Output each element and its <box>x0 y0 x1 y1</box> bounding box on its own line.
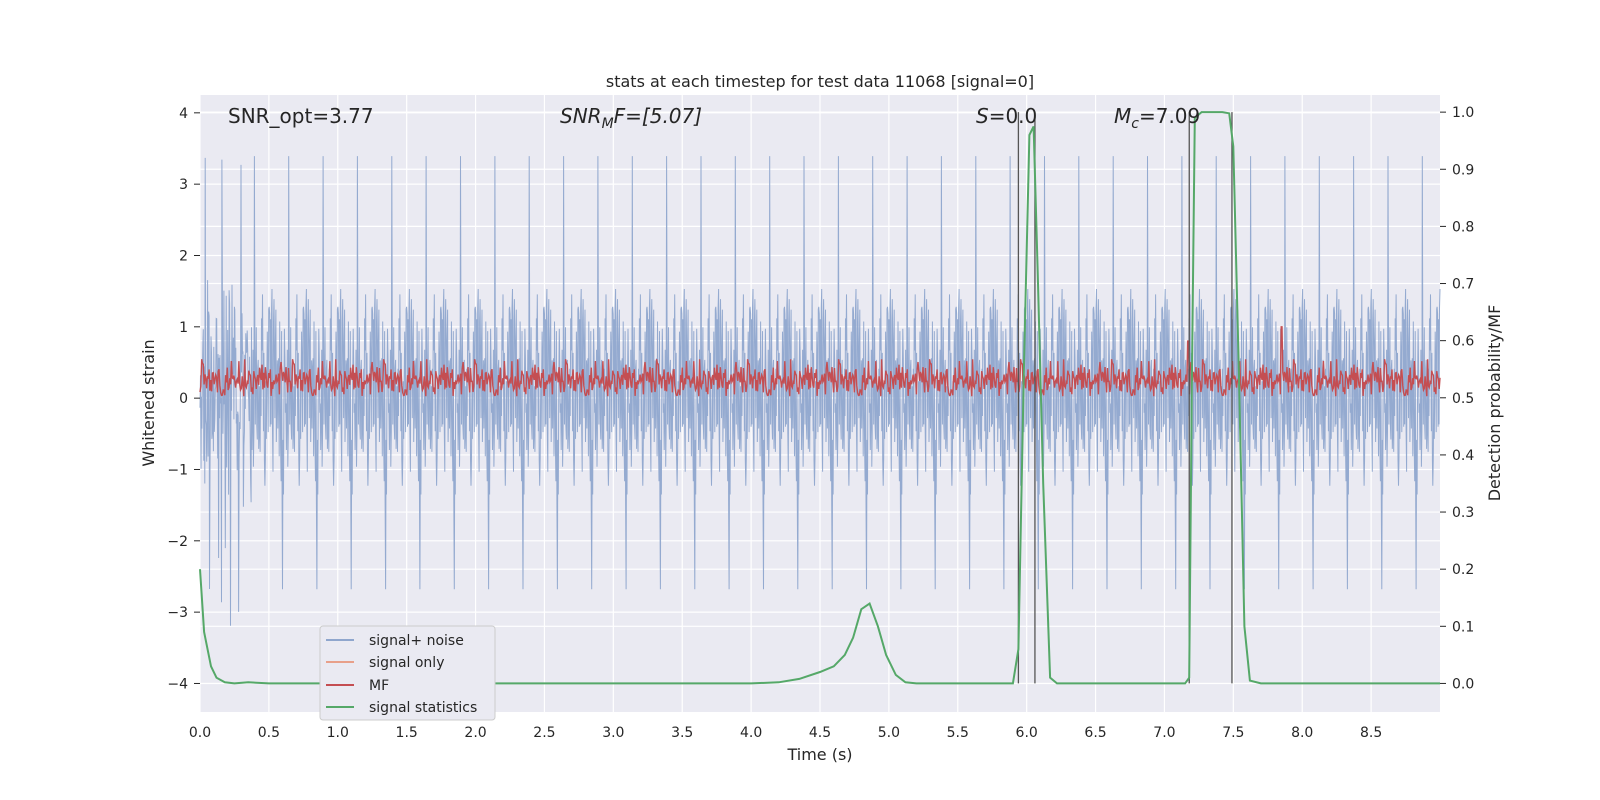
y-right-axis-ticks: 1.0 0.9 0.8 0.7 0.6 0.5 0.4 0.3 0.2 0.1 0.0 <box>1440 105 1474 692</box>
y-left-tick-label: 3 <box>179 177 188 193</box>
y-left-tick-label: −4 <box>167 676 188 692</box>
y-right-axis-label: Detection probability/MF <box>1485 305 1504 502</box>
x-tick-label: 8.0 <box>1291 725 1313 741</box>
x-tick-label: 0.5 <box>258 725 280 741</box>
legend-label-signal-noise: signal+ noise <box>369 633 464 649</box>
y-right-tick-label: 0.9 <box>1452 162 1474 178</box>
x-tick-label: 7.0 <box>1153 725 1175 741</box>
x-axis-label: Time (s) <box>786 745 852 764</box>
x-tick-label: 1.5 <box>396 725 418 741</box>
y-right-tick-label: 0.7 <box>1452 277 1474 293</box>
x-tick-label: 5.5 <box>947 725 969 741</box>
y-right-tick-label: 0.8 <box>1452 219 1474 235</box>
y-left-axis-ticks: 4 3 2 1 0 −1 −2 −3 −4 <box>167 106 200 692</box>
y-right-tick-label: 1.0 <box>1452 105 1474 121</box>
annotation-snr-mf-base: SNR <box>560 104 602 128</box>
x-tick-label: 2.0 <box>464 725 486 741</box>
x-tick-label: 0.0 <box>189 725 211 741</box>
annotation-s: S=0.0 <box>976 104 1037 128</box>
signal-noise-series <box>199 156 1441 626</box>
annotation-mc-sub: c <box>1131 116 1139 132</box>
x-tick-label: 8.5 <box>1360 725 1382 741</box>
legend-label-signal-only: signal only <box>369 655 444 671</box>
y-right-tick-label: 0.6 <box>1452 334 1474 350</box>
mf-line <box>199 326 1441 397</box>
x-tick-label: 5.0 <box>878 725 900 741</box>
y-left-axis-label: Whitened strain <box>139 339 158 466</box>
mf-series <box>199 326 1441 397</box>
x-tick-label: 6.5 <box>1084 725 1106 741</box>
y-left-tick-label: 1 <box>179 320 188 336</box>
annotation-mc-rest: =7.09 <box>1139 104 1200 128</box>
y-right-tick-label: 0.0 <box>1452 676 1474 692</box>
legend-label-signal-statistics: signal statistics <box>369 700 477 716</box>
y-right-tick-label: 0.4 <box>1452 448 1474 464</box>
annotation-mc: Mc=7.09 <box>1114 104 1200 132</box>
annotation-s-italic: S <box>976 104 989 128</box>
annotation-s-rest: =0.0 <box>989 104 1038 128</box>
y-left-tick-label: −1 <box>167 462 188 478</box>
legend-box <box>319 625 496 721</box>
x-tick-label: 6.0 <box>1016 725 1038 741</box>
y-right-tick-label: 0.1 <box>1452 619 1474 635</box>
chart-title: stats at each timestep for test data 110… <box>606 72 1034 91</box>
annotation-snr-mf: SNRMF=[5.07] <box>560 104 702 132</box>
y-left-tick-label: 4 <box>179 106 188 122</box>
y-left-tick-label: −3 <box>167 605 188 621</box>
x-tick-label: 7.5 <box>1222 725 1244 741</box>
signal-noise-line <box>199 156 1441 626</box>
legend: signal+ noise signal only MF signal stat… <box>319 625 496 721</box>
annotation-snr-mf-sub: M <box>602 116 614 132</box>
y-right-tick-label: 0.5 <box>1452 391 1474 407</box>
x-tick-label: 3.0 <box>602 725 624 741</box>
x-tick-label: 4.0 <box>740 725 762 741</box>
x-axis-ticks: 0.0 0.5 1.0 1.5 2.0 2.5 3.0 3.5 4.0 4.5 5.0 5.5 6.0 6… <box>189 725 1382 741</box>
x-tick-label: 1.0 <box>327 725 349 741</box>
x-tick-label: 2.5 <box>533 725 555 741</box>
x-tick-label: 4.5 <box>809 725 831 741</box>
annotation-snr-opt: SNR_opt=3.77 <box>228 104 374 128</box>
y-right-tick-label: 0.2 <box>1452 562 1474 578</box>
annotation-mc-base: M <box>1114 104 1131 128</box>
legend-label-mf: MF <box>369 678 389 694</box>
annotation-snr-mf-rest: F=[5.07] <box>614 104 702 128</box>
y-right-tick-label: 0.3 <box>1452 505 1474 521</box>
x-tick-label: 3.5 <box>671 725 693 741</box>
y-left-tick-label: −2 <box>167 534 188 550</box>
y-left-tick-label: 0 <box>179 391 188 407</box>
y-left-tick-label: 2 <box>179 248 188 264</box>
